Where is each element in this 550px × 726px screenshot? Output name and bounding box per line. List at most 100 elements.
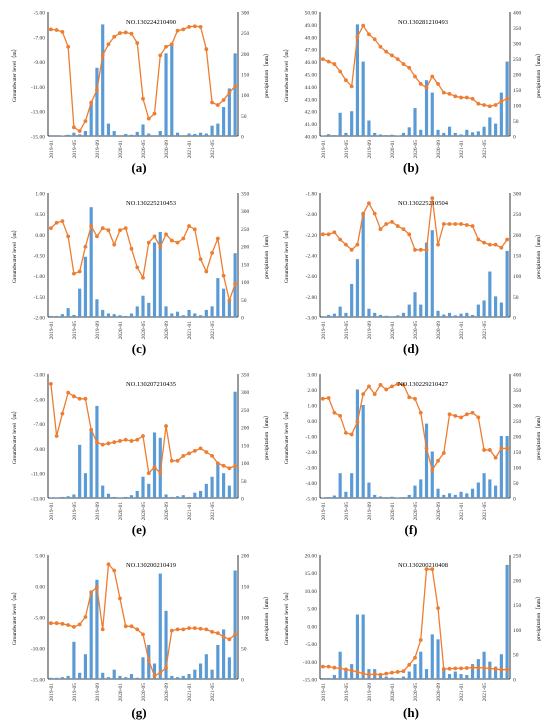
precipitation-bar (338, 651, 342, 679)
precipitation-bar (193, 492, 197, 498)
y-axis-left-title: Groundwater level（m） (11, 46, 18, 102)
groundwater-point (146, 471, 151, 476)
precipitation-bar (95, 579, 99, 679)
y-tick-left-label: 41.00 (305, 122, 318, 128)
caption-d: (d) (403, 341, 419, 356)
groundwater-point (344, 431, 348, 435)
groundwater-point (332, 62, 337, 66)
groundwater-point (372, 392, 377, 397)
groundwater-point (221, 273, 226, 278)
precipitation-bar (49, 497, 53, 498)
y-tick-right-label: 150 (241, 73, 250, 79)
precipitation-bar (141, 476, 145, 498)
precipitation-bar (216, 644, 220, 679)
precipitation-bar (181, 675, 185, 679)
precipitation-bar (204, 133, 208, 136)
groundwater-point (424, 567, 429, 572)
precipitation-bar (430, 230, 434, 317)
groundwater-point (181, 27, 186, 32)
precipitation-bar (164, 610, 168, 679)
precipitation-bar (118, 135, 122, 136)
precipitation-bar (332, 135, 336, 136)
x-tick-label: 2020-01 (390, 140, 396, 159)
precipitation-bar (401, 676, 406, 679)
groundwater-point (215, 631, 220, 636)
y-tick-left-label: 44.00 (305, 85, 318, 91)
chart-svg-f: 3.00 2.00 1.00 0.00 -1.00 -2.00 -3.00 -4.00 -5.0… (283, 373, 542, 521)
precipitation-bar (210, 125, 214, 136)
chart-title: NO.130281210493 (398, 19, 448, 26)
groundwater-point (48, 226, 53, 231)
precipitation-bar (210, 669, 214, 679)
groundwater-point (164, 232, 168, 237)
precipitation-bar (355, 24, 360, 136)
groundwater-point (476, 101, 481, 106)
groundwater-point (505, 96, 510, 101)
precipitation-bar (321, 135, 325, 136)
groundwater-point (48, 382, 53, 386)
x-tick-label: 2019-09 (367, 321, 373, 340)
groundwater-point (349, 247, 354, 252)
groundwater-point (106, 441, 111, 446)
groundwater-point (395, 382, 400, 386)
precipitation-bar (407, 127, 411, 136)
precipitation-bar (66, 308, 70, 317)
precipitation-bar (499, 92, 503, 136)
groundwater-point (141, 632, 145, 637)
precipitation-bar (227, 485, 231, 498)
y-axis-left-title: Groundwater level（m） (283, 408, 290, 464)
precipitation-bar (124, 677, 128, 679)
chart-title: NO.130229210427 (398, 381, 449, 388)
y-tick-right-label: 200 (241, 554, 250, 560)
chart-svg-a: -5.00 -7.00 -9.00 -11.00 -13.00 -15.00 300 250 2… (11, 11, 270, 159)
groundwater-point (175, 28, 180, 33)
y-tick-right-label: 0 (513, 135, 516, 141)
x-tick-label: 2019-05 (72, 683, 78, 702)
groundwater-point (338, 413, 343, 418)
groundwater-point (152, 234, 157, 239)
y-tick-left-label: 1.00 (35, 192, 45, 198)
groundwater-point (384, 387, 389, 392)
precipitation-bar (187, 309, 191, 317)
groundwater-point (372, 672, 377, 676)
precipitation-bar (227, 657, 231, 679)
groundwater-point (227, 298, 232, 303)
chart-svg-b: 50.00 49.00 48.00 47.00 46.00 45.00 44.00 43.00… (283, 11, 542, 159)
precipitation-bar (227, 299, 231, 317)
groundwater-point (118, 228, 122, 233)
precipitation-bar (158, 231, 162, 317)
precipitation-bar (332, 675, 336, 679)
precipitation-bar (424, 242, 429, 317)
groundwater-point (198, 257, 203, 262)
y-tick-left-label: 45.00 (305, 73, 318, 79)
precipitation-bar (407, 304, 411, 317)
x-tick-label: 2021-01 (459, 502, 465, 521)
groundwater-point (459, 95, 463, 100)
precipitation-bar (361, 405, 365, 498)
chart-panel-h: 20.00 15.00 10.00 5.00 0.00 -5.00 -10.00 -15.00… (276, 545, 546, 725)
groundwater-point (141, 96, 145, 101)
precipitation-bar (470, 314, 475, 317)
groundwater-point (72, 625, 76, 629)
groundwater-point (221, 98, 226, 102)
x-tick-label: 2020-09 (164, 502, 170, 521)
y-tick-left-label: 5.00 (307, 607, 317, 613)
y-tick-right-label: 250 (241, 31, 250, 37)
precipitation-bar (482, 473, 486, 498)
groundwater-point (453, 222, 458, 226)
groundwater-point (413, 396, 417, 401)
groundwater-point (436, 458, 440, 463)
y-tick-left-label: 42.00 (305, 110, 318, 116)
y-tick-right-label: 250 (241, 227, 250, 233)
groundwater-point (198, 626, 203, 631)
precipitation-bar (198, 663, 203, 679)
groundwater-point (100, 442, 105, 447)
precipitation-bar (129, 495, 134, 498)
caption-f: (f) (404, 522, 418, 537)
y-tick-left-label: -5.00 (34, 616, 46, 622)
x-tick-label: 2020-01 (118, 140, 124, 159)
groundwater-point (233, 282, 238, 286)
groundwater-point (320, 57, 325, 62)
y-tick-right-label: 350 (241, 373, 250, 379)
